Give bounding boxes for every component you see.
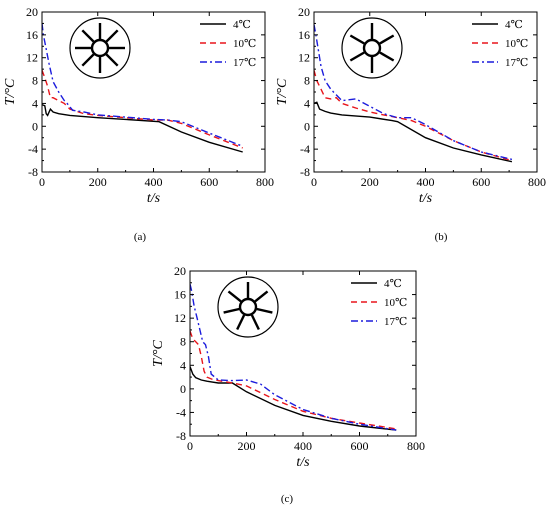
y-tick-label: 16: [26, 28, 38, 42]
x-tick-label: 200: [89, 175, 107, 189]
inset-hub-circle: [238, 297, 258, 317]
y-axis-label: T/°C: [3, 78, 18, 105]
inset-spoke: [223, 307, 240, 314]
legend-label: 10℃: [233, 38, 256, 50]
y-tick-label: 20: [174, 264, 186, 278]
x-tick-label: 200: [361, 175, 379, 189]
chart-panel: 0 200 400 600 800 -8 -4 0 4 8 12 16 20 t/s T/°C 4℃ 10℃ 17…: [151, 264, 425, 505]
legend-label: 17℃: [384, 316, 407, 328]
panel-caption: (b): [435, 231, 448, 243]
y-tick-label: -8: [28, 165, 38, 179]
y-tick-label: 8: [180, 335, 186, 349]
inset-spoke: [227, 290, 242, 303]
y-tick-label: 12: [298, 51, 310, 65]
chart-panel: 0 200 400 600 800 -8 -4 0 4 8 12 16 20 t/s T/°C 4℃ 10℃ 17…: [3, 5, 274, 243]
inset-spoke: [256, 307, 273, 314]
y-tick-label: -8: [300, 165, 310, 179]
inset-spoke: [81, 29, 95, 43]
x-tick-label: 0: [187, 439, 193, 453]
y-tick-label: -4: [28, 142, 38, 156]
series-line: [42, 23, 243, 147]
chart-panel: 0 200 400 600 800 -8 -4 0 4 8 12 16 20 t/s T/°C 4℃ 10℃ 17…: [275, 5, 546, 243]
inset-hub-circle: [362, 38, 382, 58]
y-tick-label: 0: [304, 119, 310, 133]
inset-spoke: [379, 34, 395, 45]
series-line: [314, 70, 513, 162]
y-tick-label: 8: [32, 74, 38, 88]
x-tick-label: 800: [256, 175, 274, 189]
series-line: [190, 366, 397, 431]
x-tick-label: 600: [200, 175, 218, 189]
y-tick-label: 0: [180, 382, 186, 396]
legend-label: 4℃: [233, 19, 251, 31]
y-tick-label: -8: [176, 429, 186, 443]
series-line: [42, 70, 243, 149]
series-line: [42, 103, 243, 153]
y-tick-label: -4: [300, 142, 310, 156]
legend-label: 4℃: [384, 278, 402, 290]
y-tick-label: 0: [32, 119, 38, 133]
y-tick-label: 12: [174, 311, 186, 325]
series-line: [314, 24, 513, 161]
inset-spoke: [81, 53, 95, 67]
inset-spoke: [349, 34, 365, 45]
y-tick-label: 4: [180, 358, 186, 372]
panel-caption: (a): [134, 231, 147, 243]
series-line: [314, 101, 513, 163]
x-tick-label: 200: [238, 439, 256, 453]
inset-spoke: [105, 53, 119, 67]
panel-caption: (c): [281, 493, 294, 505]
y-tick-label: 4: [304, 96, 310, 110]
inset-spoke: [254, 290, 269, 303]
inset-spoke: [236, 314, 246, 331]
inset-spoke: [379, 51, 395, 62]
legend-label: 17℃: [233, 57, 256, 69]
inset-hub-circle: [90, 38, 110, 58]
x-axis-label: t/s: [296, 455, 310, 470]
legend-label: 10℃: [384, 297, 407, 309]
x-tick-label: 800: [528, 175, 546, 189]
inset-spoke: [105, 29, 119, 43]
x-tick-label: 400: [294, 439, 312, 453]
y-tick-label: 20: [298, 5, 310, 19]
y-tick-label: 16: [298, 28, 310, 42]
legend-label: 4℃: [505, 19, 523, 31]
y-tick-label: 8: [304, 74, 310, 88]
y-tick-label: 16: [174, 288, 186, 302]
x-tick-label: 600: [351, 439, 369, 453]
legend-label: 17℃: [505, 57, 528, 69]
x-tick-label: 0: [39, 175, 45, 189]
x-tick-label: 0: [311, 175, 317, 189]
x-axis-label: t/s: [419, 191, 433, 206]
y-tick-label: 20: [26, 5, 38, 19]
y-axis-label: T/°C: [275, 78, 290, 105]
x-tick-label: 400: [145, 175, 163, 189]
inset-spoke: [349, 51, 365, 62]
y-tick-label: 4: [32, 96, 38, 110]
x-tick-label: 400: [417, 175, 435, 189]
y-axis-label: T/°C: [151, 340, 166, 367]
legend-label: 10℃: [505, 38, 528, 50]
series-line: [190, 330, 397, 430]
series-line: [190, 283, 397, 431]
y-tick-label: 12: [26, 51, 38, 65]
x-tick-label: 800: [407, 439, 425, 453]
x-tick-label: 600: [472, 175, 490, 189]
y-tick-label: -4: [176, 405, 186, 419]
inset-spoke: [250, 314, 260, 331]
x-axis-label: t/s: [147, 191, 161, 206]
